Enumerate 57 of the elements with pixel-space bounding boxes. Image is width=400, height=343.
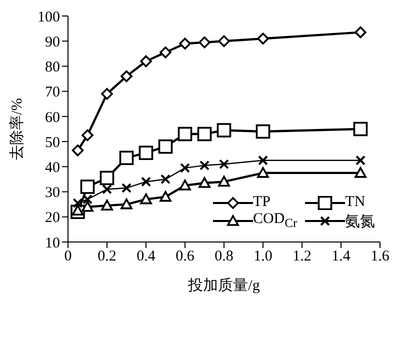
point [160,46,172,58]
point [82,200,94,212]
point [100,170,114,186]
y-tick-label: 90 [45,34,60,50]
point [218,35,230,48]
x-tick-label: 0.8 [214,248,234,265]
x-tick-label: 0.2 [98,248,116,265]
y-tick-label: 50 [45,134,60,151]
point [353,122,368,136]
point [72,204,84,216]
x-axis-title: 投加质量/g [187,277,260,294]
x-tick-label: 0.6 [176,248,195,265]
point [140,55,152,68]
y-tick-label: 10 [45,235,60,252]
x-tick-label: 0 [64,248,72,265]
point [197,126,212,142]
point [120,70,132,82]
point [82,129,94,142]
point [179,38,191,50]
y-tick-label: 70 [45,84,60,101]
x-tick-label: 1.4 [332,248,351,265]
legend-label: TP [253,194,271,211]
y-tick-label: 100 [38,9,60,26]
y-tick-label: 30 [45,185,60,202]
point [256,124,270,139]
point [216,123,232,138]
y-tick-label: 40 [45,160,60,176]
x-tick-label: 1.0 [254,248,272,265]
x-tick-label: 1.2 [292,248,312,265]
point [178,126,192,142]
point [120,198,132,210]
point [354,26,366,38]
point [160,190,172,202]
point [257,167,269,178]
legend-label: TN [345,194,366,211]
y-tick-label: 60 [45,110,60,126]
y-tick-label: 80 [45,60,60,76]
point [179,180,191,190]
legend-label: 氨氮 [345,212,376,230]
point [101,200,113,210]
point [158,139,173,154]
point [119,150,134,166]
point [80,180,95,194]
point [198,177,210,188]
legend-label: COD$_{Cr}$ [253,211,298,231]
point [198,36,210,48]
point [72,144,84,156]
point [218,176,230,187]
point [138,146,154,160]
y-tick-label: 20 [45,210,60,226]
x-tick-label: 0.4 [136,248,156,265]
x-tick-label: 1.6 [370,248,390,265]
point [140,193,152,204]
point [257,32,269,44]
point [101,88,113,100]
point [354,167,366,178]
y-axis-title: 去除率/% [8,98,26,160]
